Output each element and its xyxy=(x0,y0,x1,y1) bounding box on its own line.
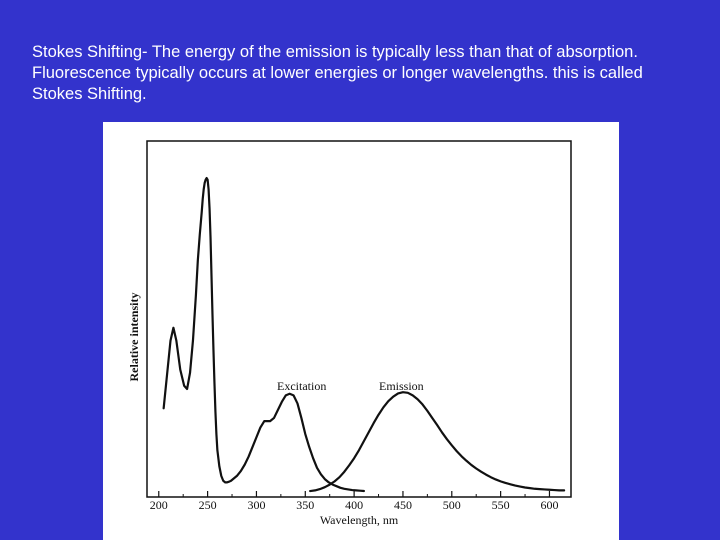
slide-text: Stokes Shifting- The energy of the emiss… xyxy=(32,43,643,103)
excitation-label: Excitation xyxy=(277,379,326,393)
x-tick-label-450: 450 xyxy=(394,498,412,512)
x-axis-ticks: 200 250 300 350 400 450 500 550 600 xyxy=(150,491,558,512)
x-tick-label-500: 500 xyxy=(443,498,461,512)
y-axis-label: Relative intensity xyxy=(127,293,141,382)
x-tick-label-550: 550 xyxy=(492,498,510,512)
x-axis-label: Wavelength, nm xyxy=(320,513,399,527)
emission-label: Emission xyxy=(379,379,424,393)
plot-frame xyxy=(146,140,572,498)
excitation-curve xyxy=(162,176,365,493)
x-tick-label-300: 300 xyxy=(247,498,265,512)
x-tick-label-350: 350 xyxy=(296,498,314,512)
x-tick-label-250: 250 xyxy=(199,498,217,512)
spectrum-chart: 200 250 300 350 400 450 500 550 600 Excitation E… xyxy=(127,140,572,527)
x-tick-label-600: 600 xyxy=(540,498,558,512)
chart-panel: 200 250 300 350 400 450 500 550 600 Excitation E… xyxy=(103,122,619,540)
series-lines xyxy=(162,176,566,493)
x-tick-label-200: 200 xyxy=(150,498,168,512)
emission-curve xyxy=(309,391,566,493)
x-tick-label-400: 400 xyxy=(345,498,363,512)
